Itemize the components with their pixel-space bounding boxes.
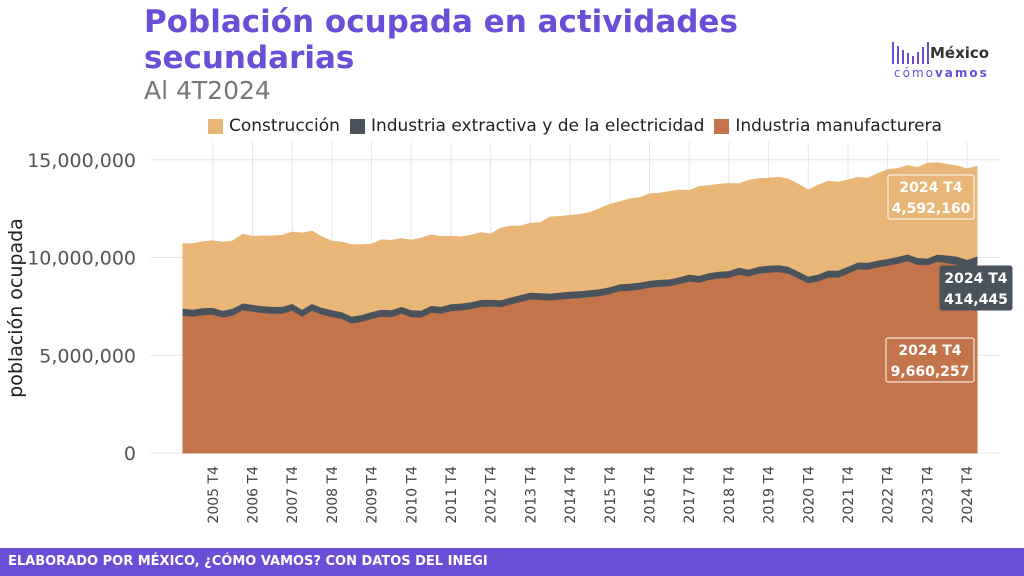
x-tick-label: 2006 T4	[245, 466, 261, 524]
logo-name: México	[930, 44, 990, 62]
x-tick-label: 2020 T4	[801, 466, 817, 524]
x-tick-label: 2021 T4	[841, 466, 857, 524]
footer-bar: ELABORADO POR MÉXICO, ¿CÓMO VAMOS? CON D…	[0, 548, 1024, 576]
legend-swatch	[349, 118, 365, 134]
legend-label: Industria extractiva y de la electricida…	[370, 116, 705, 136]
x-tick-label: 2022 T4	[881, 466, 897, 524]
x-tick-label: 2012 T4	[484, 466, 500, 524]
legend-item-construccion: Construcción	[208, 116, 340, 136]
annotation-period: 2024 T4	[899, 180, 962, 196]
annotation-value: 9,660,257	[891, 364, 970, 380]
annotation-value: 414,445	[944, 292, 1008, 308]
annotation-value: 4,592,160	[892, 201, 971, 217]
legend-label: Industria manufacturera	[735, 116, 942, 136]
legend-swatch	[208, 118, 223, 134]
chart-legend: Construcción Industria extractiva y de l…	[208, 116, 952, 136]
annotation-period: 2024 T4	[898, 343, 961, 359]
x-tick-label: 2007 T4	[285, 466, 301, 524]
x-tick-label: 2019 T4	[762, 466, 778, 524]
annotation-period: 2024 T4	[944, 271, 1007, 287]
logo-tagline: cómovamos	[894, 66, 989, 80]
x-tick-label: 2018 T4	[722, 466, 738, 524]
y-tick-label: 10,000,000	[27, 248, 136, 270]
area-series-2	[182, 162, 978, 317]
x-tick-label: 2016 T4	[642, 466, 658, 524]
x-tick-label: 2024 T4	[960, 466, 976, 524]
legend-swatch	[714, 118, 730, 134]
y-tick-label: 15,000,000	[27, 150, 136, 172]
annotation-box	[887, 174, 975, 220]
x-tick-label: 2009 T4	[365, 466, 381, 524]
x-tick-label: 2017 T4	[682, 466, 698, 524]
legend-label: Construcción	[229, 116, 340, 136]
x-tick-label: 2013 T4	[523, 466, 539, 524]
page-subtitle: Al 4T2024	[144, 76, 271, 105]
x-tick-label: 2011 T4	[444, 466, 460, 524]
y-tick-label: 5,000,000	[39, 345, 136, 367]
x-tick-label: 2015 T4	[603, 466, 619, 524]
x-tick-label: 2014 T4	[563, 466, 579, 524]
bars-logo-icon	[890, 24, 934, 64]
y-tick-label: 0	[124, 443, 136, 465]
annotation-box	[885, 337, 975, 383]
x-tick-label: 2010 T4	[404, 466, 420, 524]
x-tick-label: 2008 T4	[325, 466, 341, 524]
logo: México cómovamos	[890, 24, 1002, 82]
legend-item-extractiva: Industria extractiva y de la electricida…	[349, 116, 705, 136]
legend-item-manufacturera: Industria manufacturera	[714, 116, 942, 136]
annotation-box	[939, 265, 1013, 311]
footer-credit: ELABORADO POR MÉXICO, ¿CÓMO VAMOS? CON D…	[8, 554, 488, 569]
x-tick-label: 2005 T4	[206, 466, 222, 524]
x-tick-label: 2023 T4	[920, 466, 936, 524]
y-axis-label: población ocupada	[5, 218, 27, 398]
stacked-area-chart: 2005 T4 2006 T4 2007 T4 2008 T4 2009 T4 2010 …	[5, 142, 1013, 524]
page-title: Población ocupada en actividades secunda…	[144, 4, 738, 76]
